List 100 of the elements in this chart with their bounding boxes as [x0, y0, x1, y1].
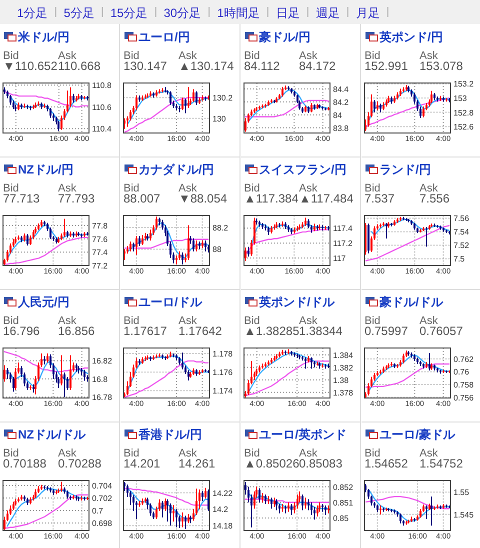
- text: ▼110.652: [3, 59, 58, 73]
- text: ▲0.85026: [244, 456, 300, 470]
- text: Bid: [124, 448, 140, 460]
- text: ▲1.38285: [244, 324, 300, 338]
- y-tick-label: 77.6: [92, 234, 108, 244]
- text: 84.172: [299, 59, 336, 73]
- text: Ask: [299, 50, 318, 62]
- y-tick-label: 1.382: [333, 363, 354, 372]
- y-tick-label: 7.54: [454, 228, 470, 237]
- text: Ask: [299, 448, 318, 460]
- y-tick-label: 0.762: [454, 354, 474, 364]
- text: 77.793: [58, 192, 96, 206]
- y-tick-label: 84: [333, 110, 342, 120]
- chart-title: ランド/円: [380, 162, 431, 176]
- text: Ask: [299, 182, 318, 194]
- text: 130.147: [124, 59, 168, 73]
- text: 153.078: [420, 59, 464, 73]
- text: Ask: [178, 182, 198, 194]
- chart-title: 英ポンド/ドル: [258, 295, 336, 309]
- y-tick-label: 152.8: [454, 108, 474, 118]
- text: Bid: [364, 182, 380, 194]
- text: Ask: [58, 50, 77, 62]
- y-tick-label: 1.174: [212, 386, 234, 396]
- text: 月足: [356, 6, 380, 20]
- text: 84.112: [244, 59, 280, 73]
- text: 5分足: [64, 6, 94, 20]
- text: Bid: [244, 50, 260, 62]
- text: 88.007: [124, 192, 161, 206]
- text: 7.537: [364, 192, 395, 206]
- text: ▼88.054: [178, 192, 228, 206]
- text: 152.991: [364, 59, 408, 73]
- text: Bid: [3, 50, 19, 62]
- y-tick-label: 1.55: [454, 488, 470, 498]
- y-tick-label: 16.78: [92, 393, 113, 402]
- line-series: [244, 100, 330, 118]
- line-series: [127, 90, 209, 124]
- text: 110.668: [58, 59, 101, 73]
- text: 14.201: [124, 456, 161, 470]
- text: ▲130.174: [178, 59, 234, 73]
- line-series: [371, 218, 450, 236]
- text: Ask: [420, 448, 438, 460]
- text: 1.17617: [124, 324, 168, 338]
- line-series: [368, 489, 450, 522]
- text: 0.70288: [58, 456, 102, 470]
- text: 0.75997: [364, 324, 408, 338]
- text: 7.556: [420, 192, 450, 206]
- y-tick-label: 117.4: [333, 224, 353, 234]
- y-tick-label: 1.545: [454, 510, 474, 520]
- chart-title: ユーロ/豪ドル: [380, 428, 456, 442]
- line-series: [4, 236, 88, 265]
- text: ▲117.484: [299, 192, 354, 206]
- text: Bid: [3, 448, 19, 460]
- y-tick-label: 0.851: [333, 498, 354, 508]
- y-tick-label: 153.2: [454, 80, 474, 89]
- text: Bid: [244, 315, 260, 327]
- y-tick-label: 0.758: [454, 380, 474, 390]
- line-series: [248, 352, 330, 393]
- text: Bid: [364, 448, 380, 460]
- text: 14.261: [178, 456, 216, 470]
- y-tick-label: 0.756: [454, 393, 474, 402]
- line-series: [365, 225, 450, 262]
- chart-title: スイスフラン/円: [259, 162, 346, 176]
- chart-title: ユーロ/円: [138, 30, 190, 44]
- line-series: [365, 496, 450, 510]
- text: ▲117.384: [244, 192, 299, 206]
- text: 1.54752: [420, 456, 464, 470]
- y-tick-label: 84.2: [333, 98, 350, 107]
- line-series: [4, 494, 88, 529]
- text: Ask: [420, 315, 438, 327]
- y-tick-label: 16.8: [92, 374, 108, 384]
- chart-title: 香港ドル/円: [138, 428, 202, 442]
- text: 1.17642: [178, 324, 222, 338]
- text: 0.70188: [3, 456, 47, 470]
- text: 15分足: [110, 6, 148, 20]
- y-tick-label: 110.4: [92, 124, 112, 134]
- text: 16.796: [3, 324, 40, 338]
- chart-title: ユーロ/ドル: [138, 295, 203, 309]
- chart-title: NZドル/ドル: [18, 428, 86, 442]
- text: Bid: [3, 315, 19, 327]
- text: Ask: [178, 448, 198, 460]
- text: 0.85083: [299, 456, 343, 470]
- y-tick-label: 0.698: [92, 519, 113, 528]
- text: 16.856: [58, 324, 96, 338]
- text: Bid: [244, 448, 260, 460]
- text: Ask: [58, 448, 77, 460]
- text: Bid: [364, 315, 380, 327]
- y-tick-label: 7.52: [454, 241, 470, 250]
- text: Bid: [244, 182, 260, 194]
- y-tick-label: 14.18: [212, 522, 234, 531]
- y-tick-label: 117: [333, 254, 346, 264]
- candlestick: [426, 226, 428, 247]
- chart-title: ユーロ/英ポンド: [259, 428, 346, 442]
- y-tick-label: 1.178: [212, 350, 234, 359]
- text: Bid: [3, 182, 19, 194]
- text: 週足: [316, 6, 340, 20]
- chart-title: 英ポンド/円: [378, 30, 443, 44]
- text: 1時間足: [217, 6, 260, 20]
- line-series: [6, 488, 88, 527]
- y-tick-label: 1.176: [212, 368, 234, 378]
- text: Ask: [58, 315, 77, 327]
